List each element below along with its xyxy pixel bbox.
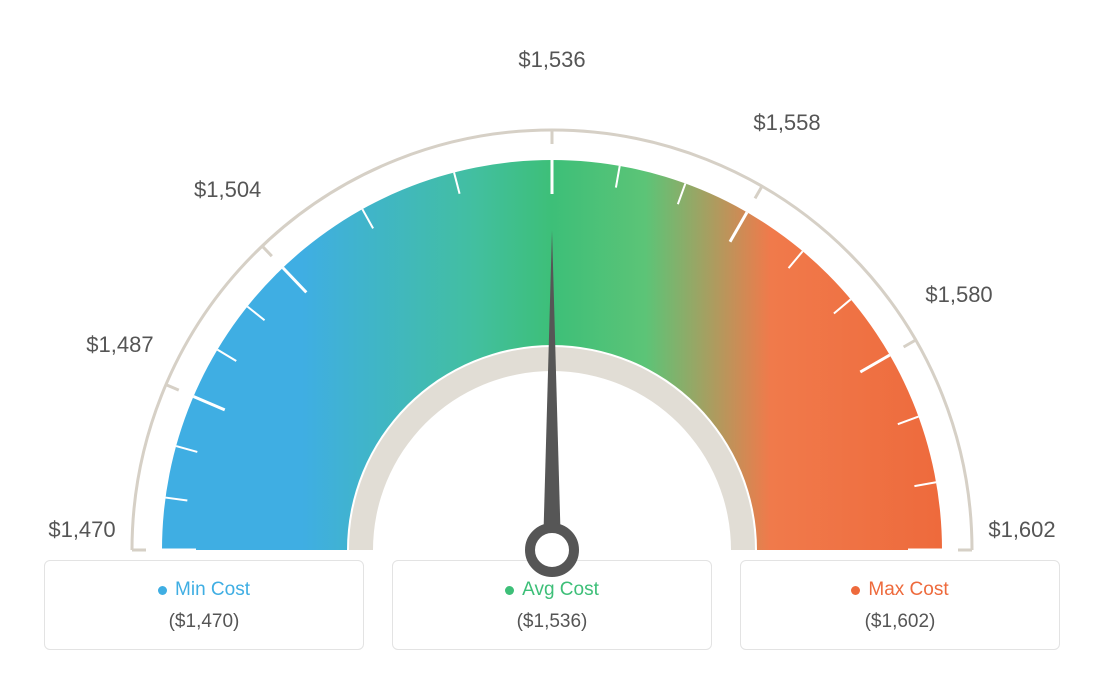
legend-dot-icon [158,586,167,595]
legend-value: ($1,602) [751,611,1049,633]
gauge-tick-label: $1,558 [753,110,820,136]
legend-value: ($1,536) [403,611,701,633]
gauge-tick-label: $1,487 [86,332,153,358]
gauge-tick-label: $1,536 [518,47,585,73]
legend-dot-icon [851,586,860,595]
gauge-tick-label: $1,602 [988,517,1055,543]
legend-dot-icon [505,586,514,595]
legend-value: ($1,470) [55,611,353,633]
gauge-tick-label: $1,470 [48,517,115,543]
gauge-tick-label: $1,580 [925,282,992,308]
gauge-tick-label: $1,504 [194,177,261,203]
gauge-chart: $1,470 $1,487 $1,504 $1,536 $1,558 $1,580 $1,6… [0,0,1104,560]
